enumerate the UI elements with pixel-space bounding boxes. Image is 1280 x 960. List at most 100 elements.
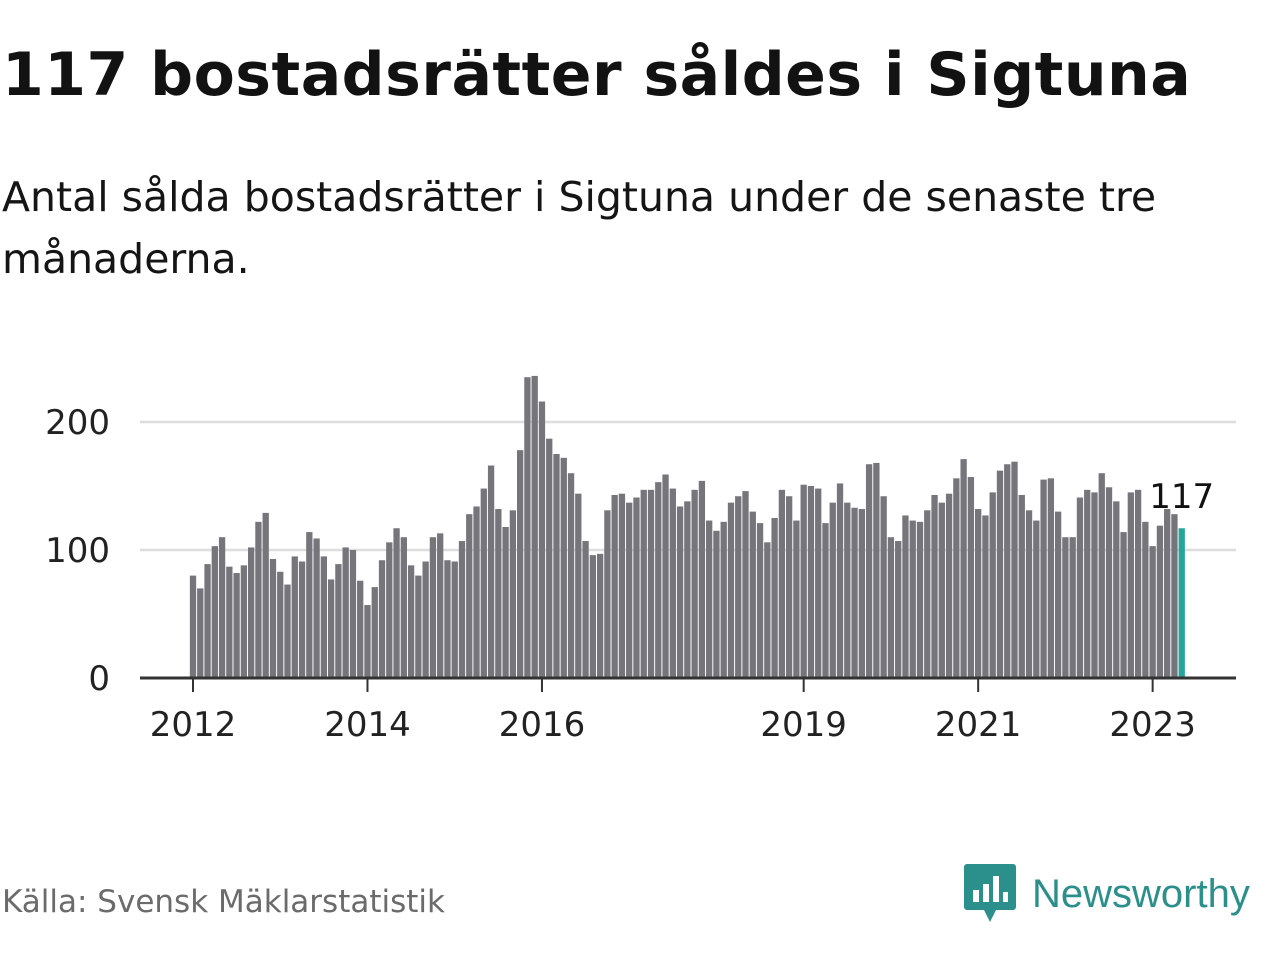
bar bbox=[589, 555, 596, 678]
bar bbox=[793, 520, 800, 678]
bar bbox=[233, 573, 240, 678]
bar bbox=[444, 560, 451, 678]
bar bbox=[902, 515, 909, 678]
bar bbox=[858, 509, 865, 678]
bar bbox=[262, 512, 269, 678]
bar bbox=[466, 514, 473, 678]
axes bbox=[140, 676, 1236, 692]
bar bbox=[524, 377, 531, 678]
bar bbox=[975, 509, 982, 678]
x-tick-label: 2016 bbox=[499, 705, 586, 745]
bar bbox=[1113, 501, 1120, 678]
bar bbox=[393, 528, 400, 678]
chart-subtitle: Antal sålda bostadsrätter i Sigtuna unde… bbox=[2, 173, 1157, 283]
bar bbox=[386, 542, 393, 678]
bar bbox=[756, 523, 764, 678]
bar bbox=[509, 510, 517, 678]
bar bbox=[327, 579, 335, 678]
bar bbox=[1018, 494, 1025, 678]
bar bbox=[989, 492, 996, 678]
bar bbox=[320, 556, 328, 678]
bar bbox=[1171, 514, 1178, 678]
bar bbox=[706, 520, 713, 678]
brand[interactable]: Newsworthy bbox=[964, 864, 1250, 924]
bar bbox=[967, 477, 975, 678]
bar bbox=[269, 558, 277, 678]
bar bbox=[647, 489, 655, 678]
bar bbox=[822, 523, 829, 678]
chart-title: 117 bostadsrätter såldes i Sigtuna bbox=[2, 40, 1192, 110]
bar bbox=[909, 520, 916, 678]
bar bbox=[400, 537, 407, 678]
source-note: Källa: Svensk Mäklarstatistik bbox=[2, 884, 445, 920]
bar bbox=[873, 462, 880, 678]
bar bbox=[538, 401, 546, 678]
bar bbox=[473, 506, 480, 678]
bar bbox=[611, 494, 618, 678]
bar bbox=[749, 511, 756, 678]
bar bbox=[742, 491, 749, 678]
bar bbox=[255, 521, 262, 678]
newsworthy-logo-icon bbox=[964, 864, 1016, 922]
bar bbox=[502, 526, 509, 678]
bar bbox=[960, 459, 967, 678]
bar bbox=[1011, 461, 1018, 678]
bar bbox=[364, 605, 371, 678]
x-tick-label: 2014 bbox=[324, 705, 411, 745]
brand-name[interactable]: Newsworthy bbox=[1032, 871, 1250, 916]
bar bbox=[771, 518, 778, 678]
bar bbox=[218, 537, 226, 678]
bar bbox=[567, 473, 575, 678]
bar bbox=[691, 489, 698, 678]
bar bbox=[277, 571, 284, 678]
bar bbox=[1120, 532, 1127, 678]
bar bbox=[451, 561, 458, 678]
bar bbox=[371, 587, 378, 678]
bar bbox=[1142, 521, 1149, 678]
bar bbox=[895, 541, 902, 678]
bar bbox=[851, 507, 858, 678]
bar bbox=[1127, 492, 1134, 678]
x-tick-label: 2023 bbox=[1109, 705, 1196, 745]
bar bbox=[1047, 478, 1055, 678]
bar bbox=[349, 550, 357, 678]
bar bbox=[945, 493, 953, 678]
bar bbox=[1040, 479, 1047, 678]
bar bbox=[517, 450, 524, 678]
bar bbox=[1076, 497, 1084, 678]
bar bbox=[626, 502, 633, 678]
bar bbox=[887, 537, 895, 678]
bar bbox=[204, 564, 211, 678]
bar bbox=[815, 488, 822, 678]
bar bbox=[306, 532, 313, 678]
bar bbox=[1091, 492, 1098, 678]
bar bbox=[931, 494, 938, 678]
bar bbox=[807, 486, 815, 678]
bar bbox=[422, 561, 429, 678]
bar bbox=[982, 515, 989, 678]
y-tick-label: 100 bbox=[45, 531, 110, 571]
x-tick-label: 2019 bbox=[760, 705, 847, 745]
bar bbox=[684, 501, 691, 678]
bar bbox=[727, 502, 735, 678]
bar bbox=[458, 541, 466, 678]
highlight-bar bbox=[1178, 528, 1185, 678]
bar bbox=[495, 509, 502, 678]
bar bbox=[1025, 510, 1033, 678]
bar bbox=[575, 493, 582, 678]
bar bbox=[1084, 489, 1091, 678]
bar bbox=[342, 547, 349, 678]
bar bbox=[531, 375, 538, 678]
bar bbox=[916, 521, 924, 678]
bar bbox=[248, 547, 255, 678]
bar bbox=[640, 489, 647, 678]
bar bbox=[480, 488, 487, 678]
bar bbox=[604, 510, 611, 678]
labels: 0 100 200 2012 2014 2016 2019 2021 2023 117 bbox=[45, 403, 1214, 745]
bar bbox=[720, 521, 727, 678]
bar bbox=[582, 541, 589, 678]
bar bbox=[1098, 473, 1105, 678]
bar bbox=[291, 556, 298, 678]
bar bbox=[560, 457, 567, 678]
